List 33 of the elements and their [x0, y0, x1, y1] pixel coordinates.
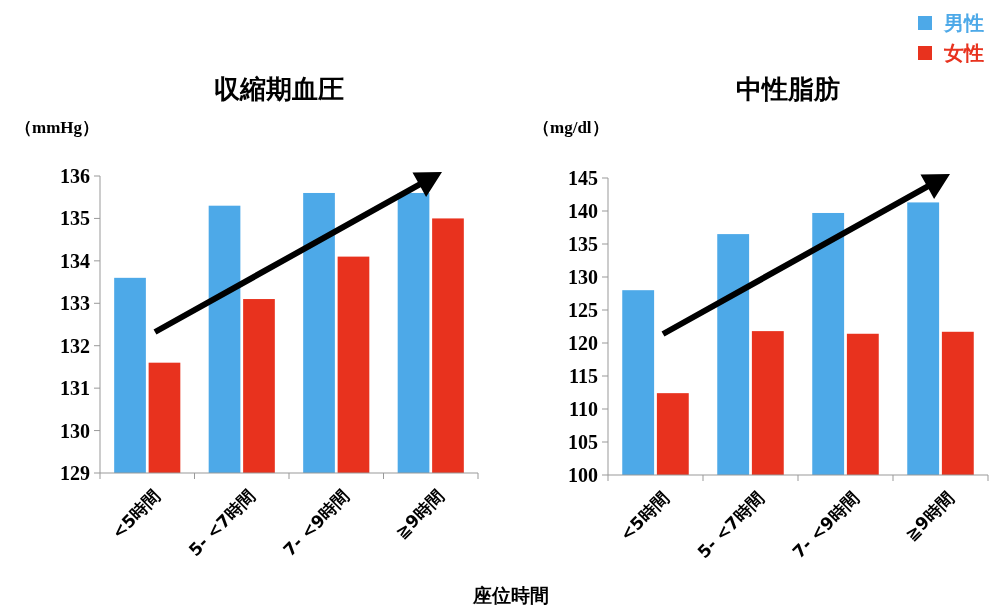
- legend-label: 男性: [943, 11, 984, 35]
- x-tick-label: 5- <7時間: [184, 485, 259, 561]
- y-tick-label: 130: [568, 266, 598, 288]
- y-tick-label: 140: [568, 200, 598, 222]
- chart-title: 中性脂肪: [736, 74, 840, 104]
- y-tick-label: 110: [569, 398, 598, 420]
- y-tick-label: 115: [569, 365, 598, 387]
- y-tick-label: 129: [60, 462, 90, 484]
- legend-label: 女性: [943, 41, 984, 65]
- y-tick-label: 120: [568, 332, 598, 354]
- y-tick-label: 135: [568, 233, 598, 255]
- y-tick-label: 100: [568, 464, 598, 486]
- y-tick-label: 130: [60, 419, 90, 442]
- y-tick-label: 133: [60, 292, 90, 315]
- y-tick-label: 145: [568, 167, 598, 189]
- y-tick-label: 131: [60, 377, 90, 400]
- x-tick-label: 5- <7時間: [693, 487, 768, 563]
- x-tick-label: ≧9時間: [900, 487, 958, 545]
- x-tick-label: <5時間: [615, 487, 673, 545]
- x-tick-label: ≧9時間: [391, 485, 448, 543]
- y-tick-label: 125: [568, 299, 598, 321]
- chart-title: 収縮期血圧: [214, 74, 344, 104]
- x-tick-label: <5時間: [107, 485, 165, 543]
- y-tick-label: 134: [60, 249, 90, 272]
- x-tick-label: 7- <9時間: [788, 487, 863, 563]
- y-axis-title: （mmHg）: [15, 118, 100, 137]
- x-tick-label: 7- <9時間: [279, 485, 354, 561]
- y-axis-title: （mg/dl）: [533, 118, 609, 137]
- y-tick-label: 135: [60, 207, 90, 230]
- y-tick-label: 105: [568, 431, 598, 453]
- y-tick-label: 132: [60, 334, 90, 357]
- y-tick-label: 136: [60, 165, 90, 187]
- x-axis-title: 座位時間: [471, 584, 549, 606]
